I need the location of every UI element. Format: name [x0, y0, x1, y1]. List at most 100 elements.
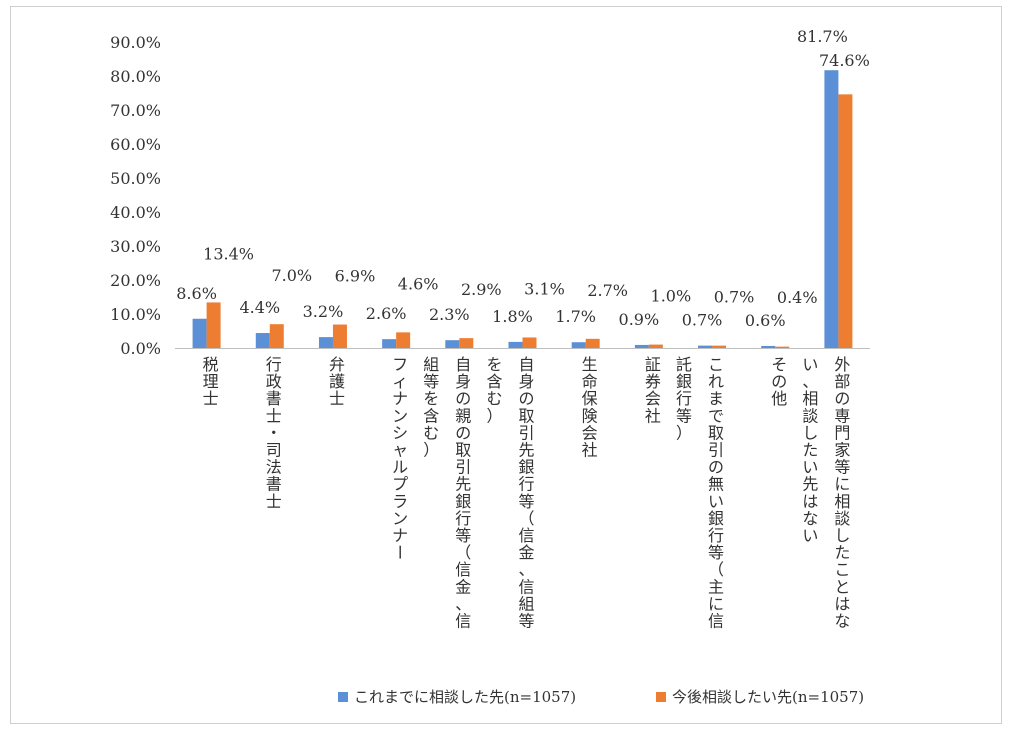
- y-tick-label: 80.0%: [110, 67, 161, 86]
- category-label-char: シ: [392, 423, 408, 442]
- category-label-char: 金: [518, 543, 534, 562]
- category-label-char: ）: [676, 423, 692, 442]
- category-label-char: プ: [392, 475, 408, 494]
- category-label-char: 銀: [455, 492, 471, 511]
- category-label-char: ）: [486, 406, 502, 425]
- data-label-want-to-consult: 0.4%: [777, 288, 818, 307]
- category-label-char: 家: [834, 441, 850, 460]
- category-label-char: （: [518, 509, 534, 528]
- bars: [192, 70, 853, 348]
- category-label-char: 士: [329, 389, 345, 408]
- y-tick-label: 20.0%: [110, 271, 161, 290]
- category-label-char: 含: [423, 406, 439, 425]
- category-label-char: 等: [455, 526, 471, 545]
- category-label-char: 士: [266, 492, 282, 511]
- category-label-char: 部: [834, 372, 850, 391]
- category-label-char: 社: [645, 406, 661, 425]
- category-label-char: 談: [834, 509, 850, 528]
- bar-want-to-consult: [838, 94, 853, 348]
- category-label-char: （: [708, 560, 724, 579]
- category-label-char: い: [802, 526, 818, 545]
- category-label-char: 他: [771, 389, 787, 408]
- data-label-consulted: 1.7%: [555, 307, 596, 326]
- bar-consulted: [824, 70, 839, 348]
- data-label-want-to-consult: 74.6%: [819, 51, 870, 70]
- category-label-char: ナ: [392, 389, 408, 408]
- category-label-char: ン: [392, 406, 408, 425]
- category-label-char: の: [455, 423, 471, 442]
- category-label-char: 引: [708, 441, 724, 460]
- category-label-char: 司: [266, 441, 282, 460]
- bar-consulted: [255, 333, 270, 348]
- data-label-want-to-consult: 2.9%: [461, 280, 502, 299]
- data-label-want-to-consult: 1.0%: [651, 287, 692, 306]
- category-label-char: 身: [455, 372, 471, 391]
- category-label-char: 行: [266, 355, 282, 374]
- category-label-char: い: [802, 355, 818, 374]
- category-label-char: 信: [518, 526, 534, 545]
- category-label-char: 信: [708, 612, 724, 631]
- legend-swatch-series-2: [656, 691, 666, 702]
- category-label-char: 行: [518, 475, 534, 494]
- bar-want-to-consult: [269, 324, 284, 348]
- category-label-char: 会: [582, 423, 598, 442]
- category-label-char: 行: [676, 389, 692, 408]
- category-label-char: 、: [455, 594, 471, 613]
- data-label-consulted: 4.4%: [239, 298, 280, 317]
- category-label: 税理士: [203, 355, 219, 408]
- data-label-consulted: 0.6%: [745, 311, 786, 330]
- data-label-consulted: 2.6%: [366, 304, 407, 323]
- bar-consulted: [192, 318, 207, 348]
- category-label-char: 会: [645, 389, 661, 408]
- category-label-char: の: [518, 389, 534, 408]
- data-label-want-to-consult: 7.0%: [271, 266, 312, 285]
- category-label-char: 信: [455, 560, 471, 579]
- category-label-char: 券: [645, 372, 661, 391]
- category-label-char: 信: [518, 577, 534, 596]
- category-label-char: 保: [582, 389, 598, 408]
- category-label-char: い: [708, 492, 724, 511]
- bar-consulted: [318, 337, 333, 348]
- category-label-char: そ: [771, 355, 787, 374]
- category-label-char: 法: [266, 458, 282, 477]
- category-labels: 税理士行政書士・司法書士弁護士フィナンシャルプランナー自身の親の取引先銀行等（信…: [203, 355, 851, 631]
- category-label-char: と: [834, 577, 850, 596]
- data-label-want-to-consult: 3.1%: [524, 279, 565, 298]
- category-label-char: 、: [802, 372, 818, 391]
- category-label-char: フ: [392, 355, 408, 374]
- bar-consulted: [382, 339, 397, 348]
- category-label-char: し: [834, 526, 850, 545]
- category-label-char: た: [802, 441, 818, 460]
- category-label-char: 等: [834, 458, 850, 477]
- category-label-char: の: [834, 389, 850, 408]
- category-label-char: ラ: [392, 492, 408, 511]
- category-label-char: 等: [518, 612, 534, 631]
- category-label-char: な: [834, 612, 850, 631]
- bar-want-to-consult: [459, 338, 474, 348]
- category-label-char: 自: [518, 355, 534, 374]
- category-label-char: 組: [518, 594, 534, 613]
- legend-item-series-1: これまでに相談した先(n=1057): [338, 686, 576, 707]
- category-label: 弁護士: [329, 355, 345, 408]
- category-label-char: は: [802, 492, 818, 511]
- category-label-char: の: [708, 458, 724, 477]
- category-label-char: 取: [708, 423, 724, 442]
- category-label-char: 命: [582, 372, 598, 391]
- category-label-char: 等: [423, 372, 439, 391]
- category-label-char: 銀: [676, 372, 692, 391]
- category-label-char: 税: [203, 355, 219, 374]
- category-label-char: 等: [518, 492, 534, 511]
- category-label-char: 専: [834, 406, 850, 425]
- category-label-char: 信: [455, 612, 471, 631]
- bar-want-to-consult: [712, 345, 727, 348]
- data-label-consulted: 8.6%: [176, 284, 217, 303]
- category-label-char: に: [834, 475, 850, 494]
- category-label-char: 士: [203, 389, 219, 408]
